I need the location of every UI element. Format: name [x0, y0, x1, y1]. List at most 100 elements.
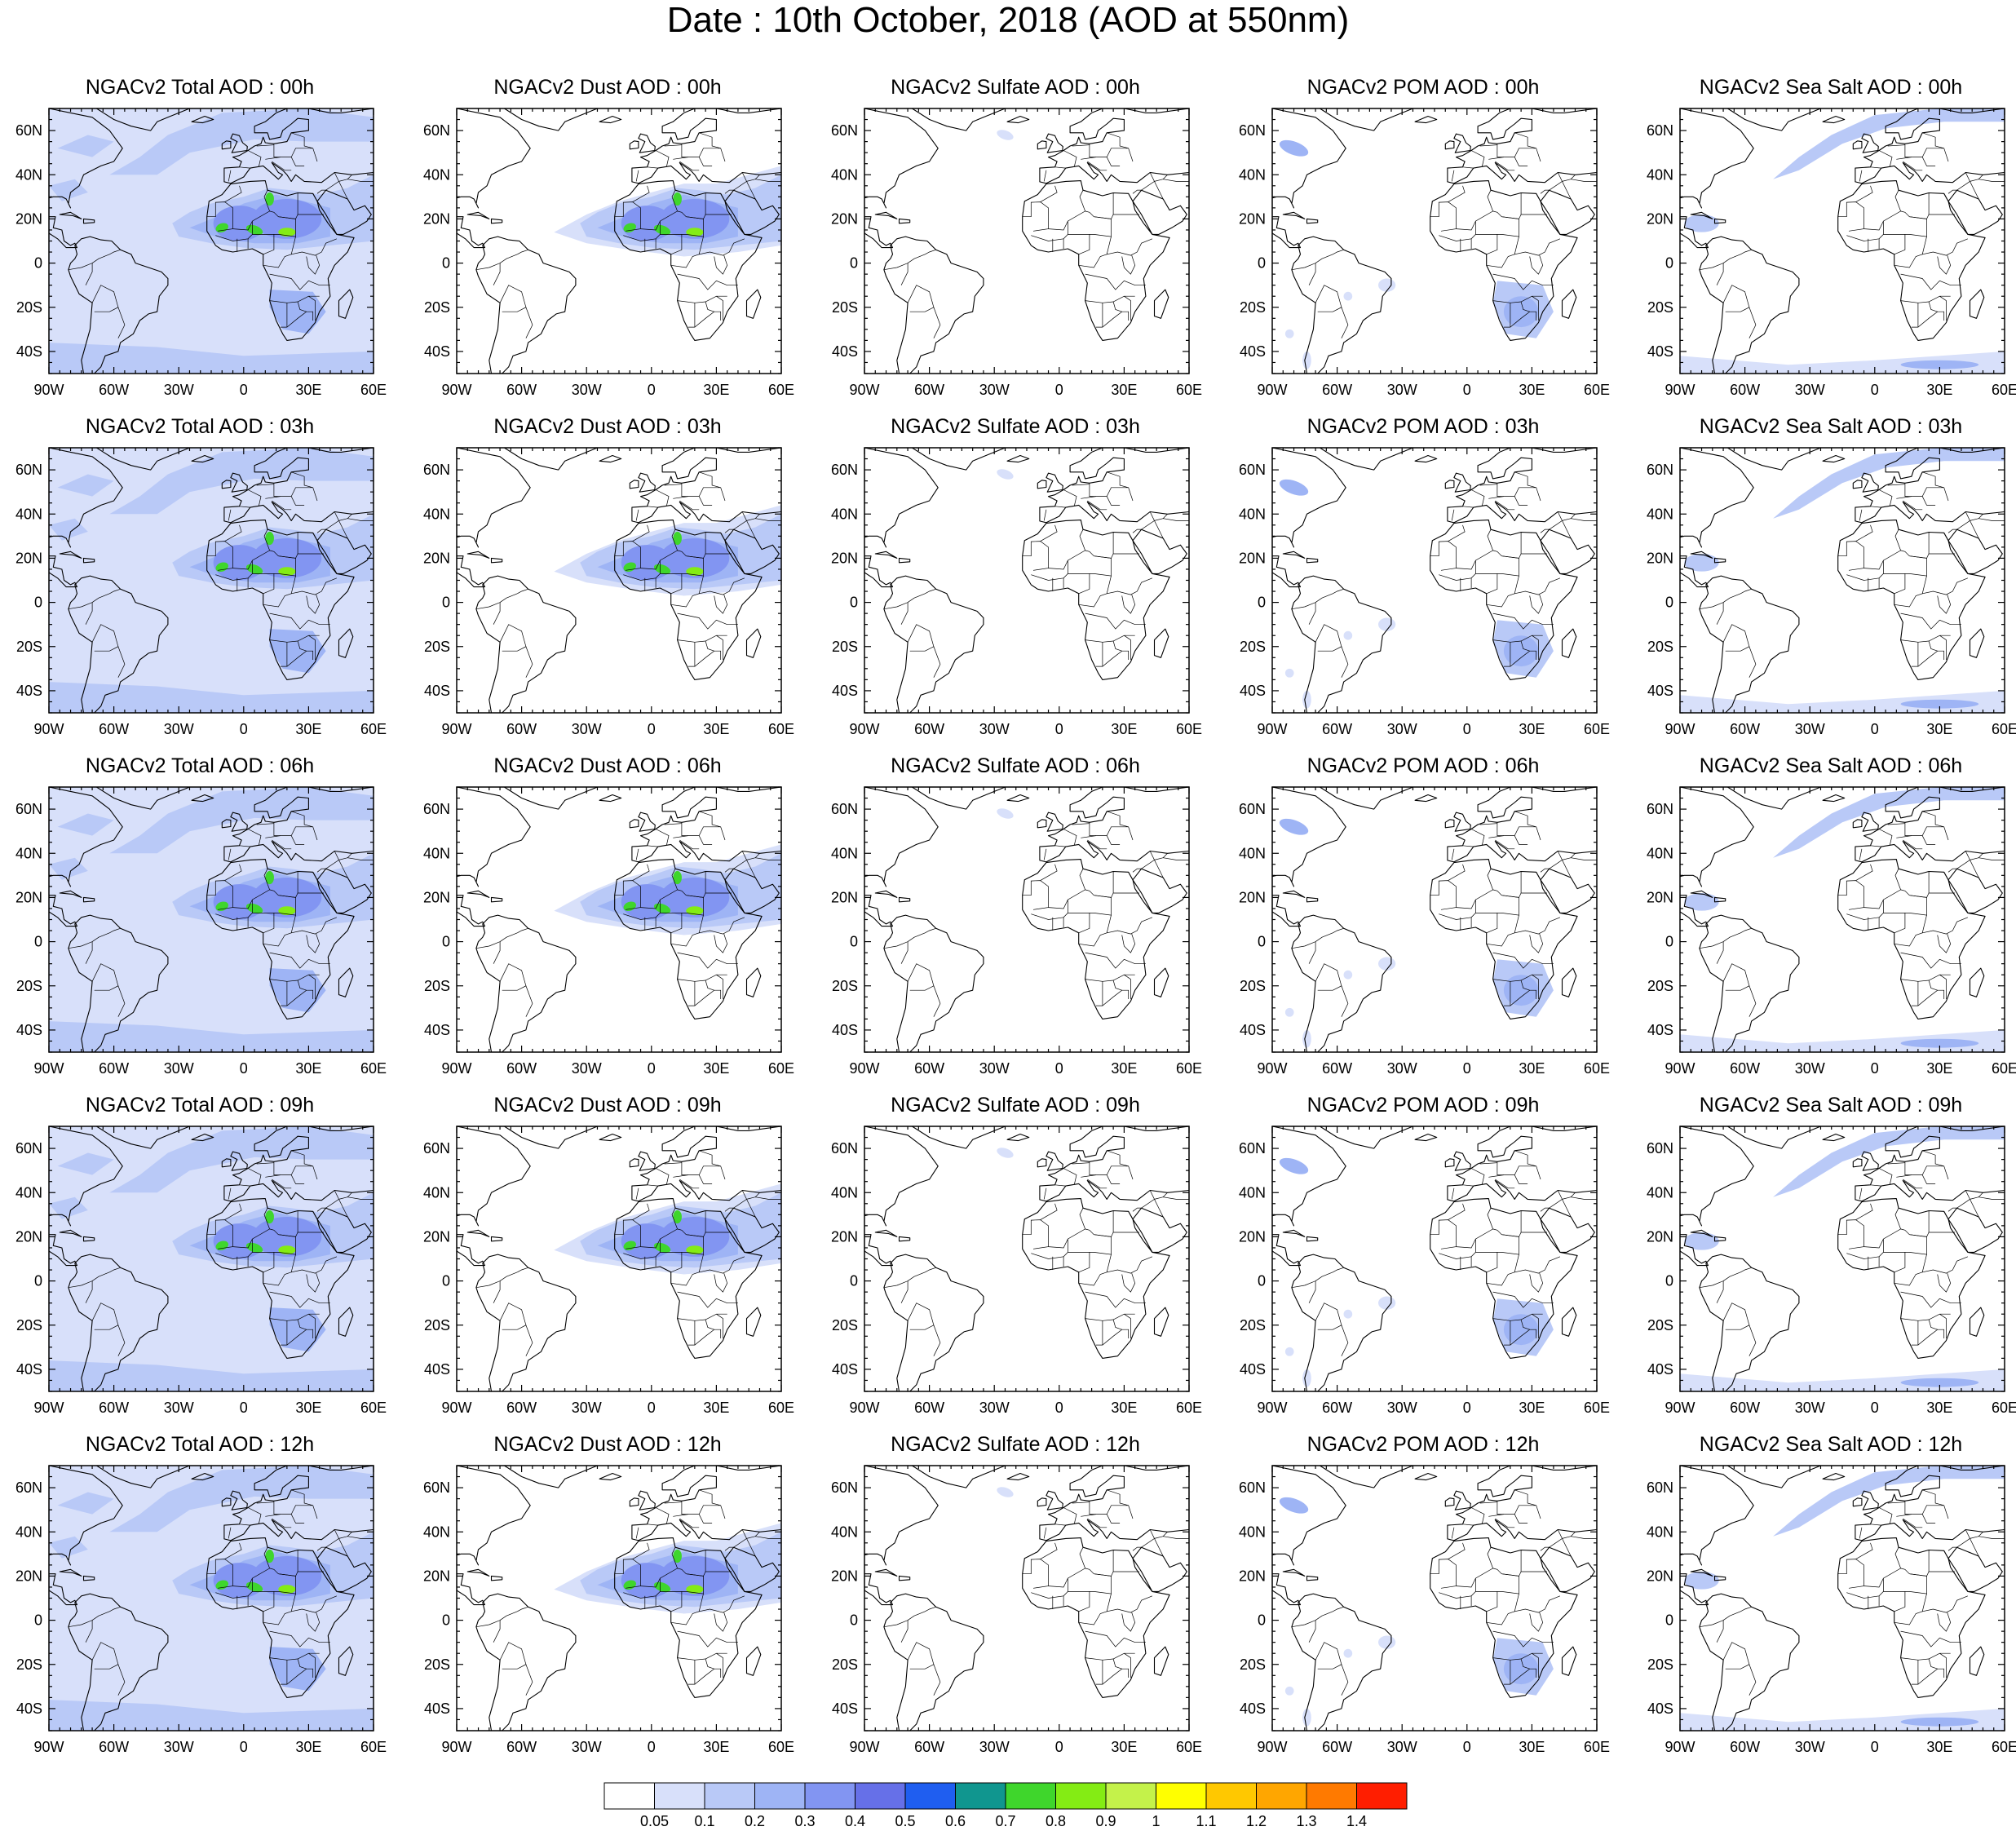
country-border	[1900, 613, 1961, 630]
country-border	[1085, 952, 1146, 969]
country-border	[256, 144, 274, 147]
country-border	[1896, 1174, 1912, 1178]
country-border	[724, 1546, 734, 1551]
lat-tick-label: 20S	[1647, 639, 1673, 655]
country-border	[647, 1184, 658, 1187]
coastline	[489, 448, 599, 471]
coastline	[230, 133, 248, 153]
country-border	[1488, 1174, 1504, 1178]
country-border	[1124, 1313, 1131, 1338]
country-border	[1699, 945, 1713, 949]
axis-ticks	[1271, 1465, 1598, 1731]
country-border	[252, 889, 296, 916]
lon-tick-label: 60E	[768, 1060, 794, 1077]
country-border	[714, 1272, 728, 1293]
country-border	[1154, 518, 1189, 521]
country-border	[1430, 1559, 1457, 1589]
coastline	[631, 108, 781, 184]
lat-tick-label: 20N	[15, 889, 42, 905]
country-border	[1089, 822, 1121, 845]
country-border	[1068, 889, 1112, 916]
country-border	[1978, 1532, 1983, 1537]
country-border	[1022, 1219, 1049, 1249]
country-borders	[68, 1150, 374, 1356]
country-border	[1470, 1507, 1485, 1524]
colorbar-swatch	[1205, 1782, 1257, 1810]
country-border	[1855, 185, 1873, 202]
coastline	[466, 1229, 490, 1237]
country-border	[655, 489, 670, 506]
aod-plume	[686, 567, 704, 577]
country-border	[1562, 857, 1597, 860]
country-border	[347, 1192, 352, 1197]
coastlines	[49, 448, 374, 713]
country-border	[686, 892, 706, 898]
country-border	[475, 1624, 489, 1628]
country-border	[660, 550, 704, 577]
country-border	[1451, 170, 1455, 182]
lat-tick-label: 20S	[16, 1317, 42, 1333]
colorbar-label: 1.3	[1296, 1813, 1316, 1829]
coastline	[489, 108, 599, 131]
coastline	[490, 218, 503, 224]
coastline	[1680, 1234, 1709, 1267]
country-border	[1081, 1174, 1096, 1178]
country-border	[1078, 1252, 1090, 1273]
country-border	[316, 868, 326, 873]
country-border	[273, 144, 305, 166]
country-border	[1048, 190, 1086, 231]
country-border	[1291, 1285, 1305, 1289]
country-border	[1699, 1285, 1713, 1289]
aod-plume	[1684, 893, 1719, 911]
country-border	[1304, 602, 1316, 625]
country-border	[1970, 1196, 2005, 1200]
country-border	[1081, 157, 1096, 160]
country-border	[1132, 868, 1142, 873]
country-border	[746, 1538, 756, 1557]
country-border	[647, 1524, 658, 1526]
lat-tick-label: 20N	[423, 550, 450, 566]
lon-tick-label: 90W	[1665, 1060, 1695, 1077]
coastlines	[49, 787, 374, 1052]
country-border	[475, 1285, 489, 1289]
country-border	[94, 1325, 126, 1356]
lat-tick-label: 0	[34, 934, 42, 950]
aod-plume	[1284, 1007, 1294, 1017]
country-border	[664, 1162, 682, 1165]
country-border	[1078, 254, 1107, 268]
country-border	[263, 234, 275, 255]
country-border	[1072, 484, 1090, 486]
country-border	[670, 234, 683, 255]
coastline	[1855, 1126, 2005, 1202]
country-border	[1451, 848, 1455, 860]
panel-title: NGACv2 Sulfate AOD : 00h	[891, 76, 1140, 99]
country-border	[1479, 144, 1497, 147]
country-border	[1107, 1489, 1129, 1506]
aod-plume	[1378, 957, 1396, 971]
country-border	[1722, 588, 1752, 603]
coastline	[1822, 1133, 1846, 1142]
coastline	[82, 1575, 95, 1581]
lon-tick-label: 30W	[572, 1060, 602, 1077]
aod-plume	[673, 1210, 682, 1224]
country-border	[1492, 1652, 1543, 1661]
aod-plume	[57, 1152, 114, 1175]
country-border	[1106, 826, 1134, 841]
coastline	[49, 895, 78, 927]
coastline	[1447, 1126, 1597, 1202]
country-border	[278, 1571, 298, 1577]
coastline	[1291, 1593, 1392, 1731]
coastline	[864, 108, 939, 209]
country-border	[273, 1501, 305, 1524]
aod-plume	[1279, 1157, 1309, 1174]
country-border	[1304, 1280, 1316, 1303]
coastline	[638, 1490, 656, 1510]
aod-plume	[1284, 1347, 1294, 1356]
lat-tick-label: 40N	[423, 506, 450, 522]
country-border	[1089, 144, 1121, 166]
country-border	[215, 1252, 253, 1259]
country-border	[256, 1162, 274, 1165]
country-border	[1456, 1208, 1494, 1249]
country-border	[263, 1272, 292, 1286]
